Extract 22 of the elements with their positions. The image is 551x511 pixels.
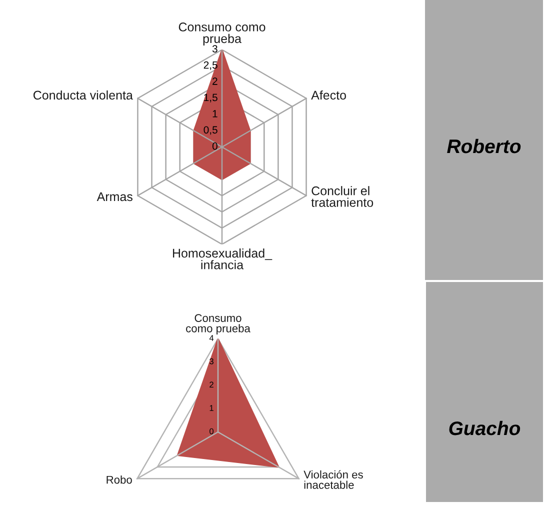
y-tick-label: 2 [212, 78, 218, 85]
text: Roberto [447, 138, 521, 154]
spoke-label: Robo [106, 476, 132, 484]
y-tick-label: 2 [210, 382, 214, 388]
y-tick-label: 3 [212, 45, 218, 52]
y-tick-label: 3 [210, 358, 214, 364]
spoke-label: Consumo como prueba [178, 22, 266, 46]
y-tick-label: 1 [212, 110, 218, 118]
y-tick-label: 0,5 [204, 126, 218, 135]
y-tick-label: 0 [212, 142, 218, 150]
spoke-label: Afecto [311, 90, 346, 100]
y-tick-label: 4 [209, 335, 214, 341]
y-tick-label: 1,5 [204, 94, 218, 102]
spoke-label: Concluir el tratamiento [311, 186, 374, 207]
spoke-label: Homosexualidad_ infancia [173, 248, 272, 270]
spoke-label: Armas [96, 192, 132, 202]
y-tick-label: 0 [210, 428, 214, 434]
spoke-label: Consumo como prueba [186, 314, 250, 335]
text: Guacho [449, 420, 520, 436]
spoke-label: Violación es inacetable [304, 470, 363, 489]
spoke-label: Conducta violenta [34, 90, 133, 100]
y-tick-label: 1 [210, 405, 214, 411]
